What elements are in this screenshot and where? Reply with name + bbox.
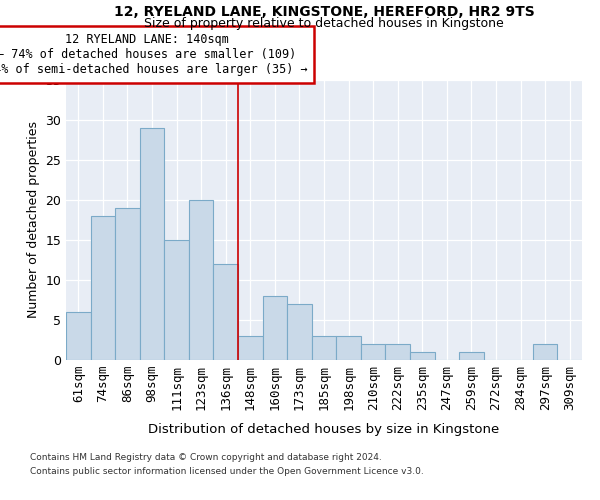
Text: 12, RYELAND LANE, KINGSTONE, HEREFORD, HR2 9TS: 12, RYELAND LANE, KINGSTONE, HEREFORD, H… [113,5,535,19]
Text: Contains public sector information licensed under the Open Government Licence v3: Contains public sector information licen… [30,467,424,476]
Bar [214,264,238,360]
Text: 12 RYELAND LANE: 140sqm
← 74% of detached houses are smaller (109)
24% of semi-d: 12 RYELAND LANE: 140sqm ← 74% of detache… [0,33,307,76]
Bar [459,352,484,360]
Bar [66,312,91,360]
Bar [91,216,115,360]
Bar [263,296,287,360]
Bar [238,336,263,360]
Text: Contains HM Land Registry data © Crown copyright and database right 2024.: Contains HM Land Registry data © Crown c… [30,454,382,462]
Bar [410,352,434,360]
Bar [287,304,312,360]
Bar [533,344,557,360]
Bar [115,208,140,360]
Bar [336,336,361,360]
Y-axis label: Number of detached properties: Number of detached properties [27,122,40,318]
Bar [312,336,336,360]
Bar [385,344,410,360]
Bar [189,200,214,360]
Bar [164,240,189,360]
Text: Distribution of detached houses by size in Kingstone: Distribution of detached houses by size … [148,422,500,436]
Text: Size of property relative to detached houses in Kingstone: Size of property relative to detached ho… [144,18,504,30]
Bar [361,344,385,360]
Bar [140,128,164,360]
